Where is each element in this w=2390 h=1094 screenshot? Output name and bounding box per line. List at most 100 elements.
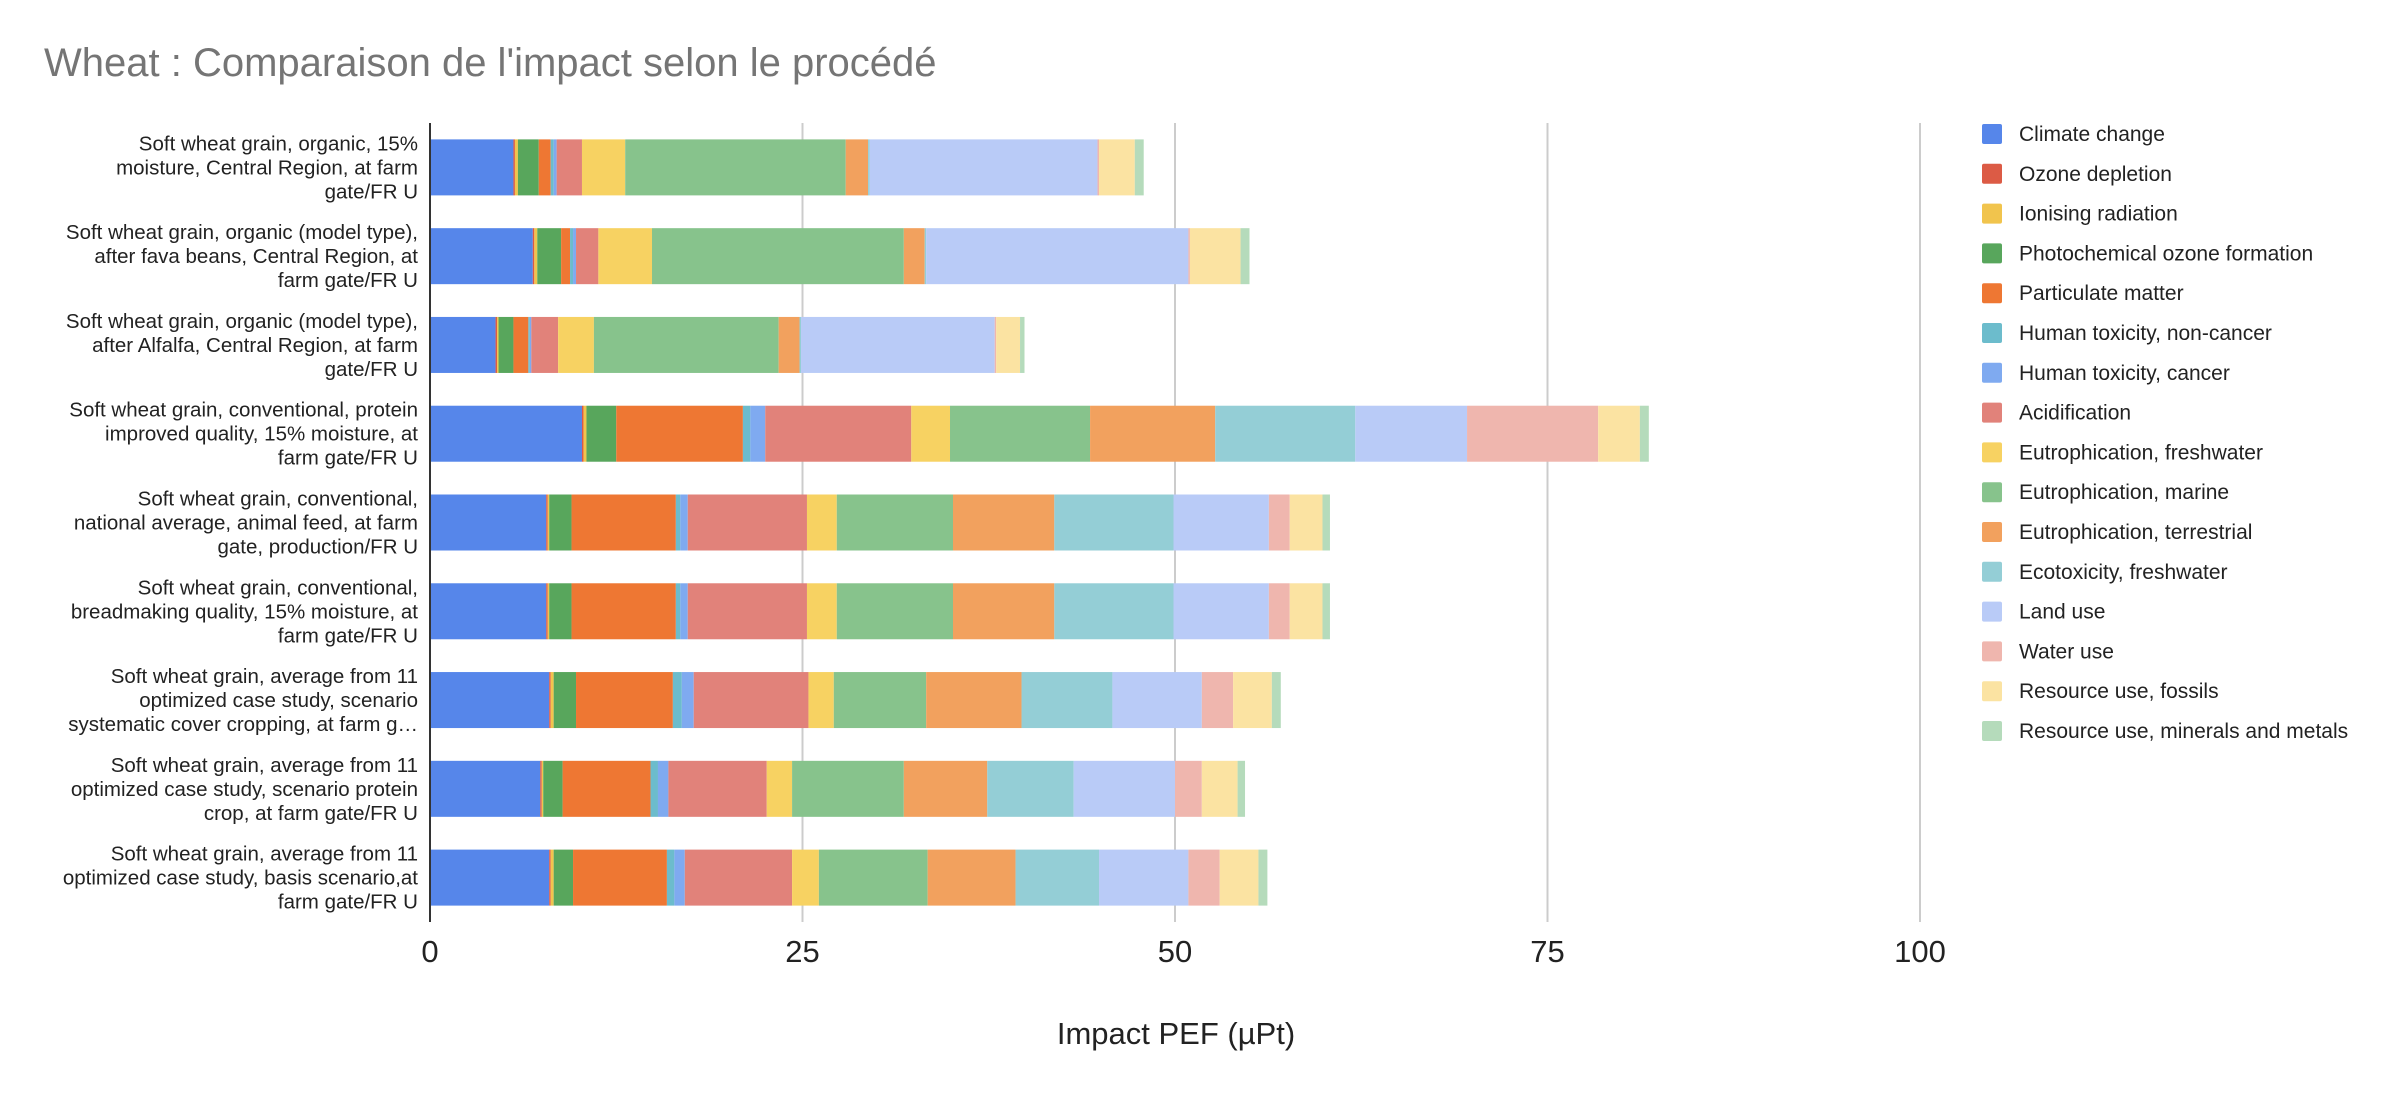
bar-segment <box>1112 672 1202 729</box>
bar-segment <box>1467 405 1599 462</box>
legend-label: Resource use, minerals and metals <box>2019 720 2348 743</box>
legend-swatch <box>1982 482 2002 503</box>
bar-segment <box>836 494 953 551</box>
bar-segment <box>430 672 550 729</box>
bar-segment <box>911 405 951 462</box>
x-tick-label: 25 <box>785 934 819 969</box>
bar-segment <box>1201 760 1238 817</box>
bar-segment <box>681 672 694 729</box>
bar-segment <box>1054 583 1174 640</box>
bar-segment <box>1268 494 1290 551</box>
bar-segment <box>1099 139 1135 196</box>
bar-segment <box>765 405 912 462</box>
bar-segment <box>586 405 617 462</box>
legend-label: Photochemical ozone formation <box>2019 242 2313 265</box>
bar-segment <box>1240 228 1250 285</box>
bar-segment <box>687 494 807 551</box>
bar-segment <box>675 494 681 551</box>
legend-label: Eutrophication, marine <box>2019 481 2229 504</box>
bar-segment <box>430 583 547 640</box>
bar-segment <box>903 760 988 817</box>
bar-segment <box>538 139 551 196</box>
bar-segment <box>674 849 685 906</box>
legend-swatch <box>1982 641 2002 662</box>
bar-segment <box>675 583 681 640</box>
bar-segment <box>498 316 514 373</box>
legend-label: Acidification <box>2019 402 2131 425</box>
bar-segment <box>537 228 562 285</box>
legend-swatch <box>1982 402 2002 423</box>
legend-swatch <box>1982 442 2002 463</box>
bar-segment <box>778 316 800 373</box>
bar-segment <box>529 316 532 373</box>
bar-segment <box>1189 228 1241 285</box>
bar-segment <box>924 228 927 285</box>
bar-segment <box>550 672 554 729</box>
bar-segment <box>1271 672 1281 729</box>
bar-segment <box>593 316 779 373</box>
bar-segment <box>497 316 499 373</box>
category-labels: Soft wheat grain, organic, 15% moisture, … <box>63 132 418 913</box>
bar-segment <box>1021 672 1113 729</box>
bar-segment <box>561 228 571 285</box>
bar-segment <box>553 849 574 906</box>
bar-segment <box>571 583 676 640</box>
bar-segment <box>513 316 529 373</box>
bar-segment <box>616 405 743 462</box>
bar-segment <box>1219 849 1259 906</box>
legend-swatch <box>1982 721 2002 741</box>
legend-label: Water use <box>2019 640 2114 663</box>
bar-segment <box>742 405 751 462</box>
legend-swatch <box>1982 163 2002 184</box>
bar-segment <box>1090 405 1216 462</box>
legend-swatch <box>1982 124 2002 144</box>
bar-segment <box>750 405 766 462</box>
bar-segment <box>766 760 793 817</box>
bar-segment <box>430 494 547 551</box>
bar-segment <box>1598 405 1640 462</box>
legend-label: Particulate matter <box>2019 282 2184 305</box>
bar-segment <box>1322 583 1330 640</box>
bar-segment <box>1020 316 1025 373</box>
bar-segment <box>576 672 673 729</box>
bar-segment <box>549 672 551 729</box>
bar-segment <box>1097 139 1100 196</box>
legend-label: Eutrophication, freshwater <box>2019 441 2263 464</box>
bar-segment <box>1175 760 1202 817</box>
bar-segment <box>1237 760 1246 817</box>
bar-segment <box>666 849 675 906</box>
bar-segment <box>1134 139 1144 196</box>
bar-segment <box>546 583 548 640</box>
bar-segment <box>833 672 927 729</box>
legend-swatch <box>1982 561 2002 582</box>
legend-swatch <box>1982 243 2002 264</box>
bar-segment <box>1355 405 1468 462</box>
bar-segment <box>541 760 544 817</box>
x-tick-label: 75 <box>1530 934 1564 969</box>
legend-label: Resource use, fossils <box>2019 680 2219 703</box>
bar-segment <box>693 672 809 729</box>
bar-segment <box>799 316 802 373</box>
bar-segment <box>562 760 651 817</box>
legend-label: Human toxicity, non-cancer <box>2019 322 2272 345</box>
legend-swatch <box>1982 681 2002 702</box>
bar-segment <box>1073 760 1175 817</box>
bar-segment <box>987 760 1074 817</box>
bar-segment <box>792 849 819 906</box>
bar-segment <box>808 672 834 729</box>
bar-segment <box>532 228 535 285</box>
bar-segment <box>430 760 541 817</box>
bar-segment <box>571 494 676 551</box>
bar-segment <box>583 405 587 462</box>
x-tick-label: 0 <box>421 934 438 969</box>
bar-segment <box>806 494 837 551</box>
bar-segment <box>547 494 550 551</box>
bar-segment <box>550 139 554 196</box>
bar-segment <box>550 849 554 906</box>
bar-segment <box>952 583 1055 640</box>
legend-swatch <box>1982 283 2002 304</box>
bar-segment <box>581 405 584 462</box>
bar-segment <box>1233 672 1272 729</box>
category-label: Soft wheat grain, average from 11 optimiz… <box>71 754 418 825</box>
bar-segment <box>868 139 870 196</box>
